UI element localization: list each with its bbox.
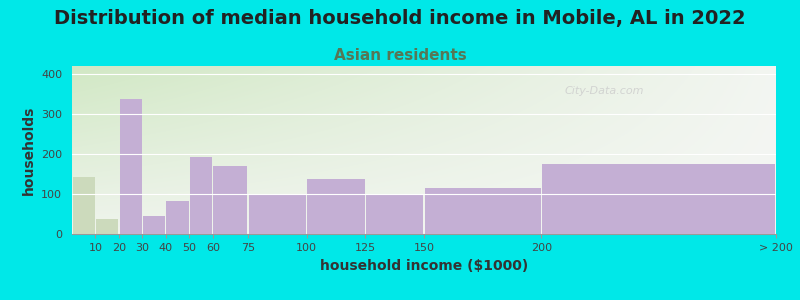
Text: Distribution of median household income in Mobile, AL in 2022: Distribution of median household income … (54, 9, 746, 28)
Bar (166, 201, 189, 234)
Y-axis label: households: households (22, 105, 35, 195)
Bar (96, 219, 118, 234)
X-axis label: household income ($1000): household income ($1000) (320, 259, 528, 273)
Bar (366, 194, 423, 234)
Bar (307, 179, 365, 234)
Bar (249, 194, 306, 234)
Bar (119, 99, 142, 234)
Text: Asian residents: Asian residents (334, 48, 466, 63)
Bar (73, 177, 95, 234)
Bar (214, 166, 247, 234)
Bar (425, 188, 541, 234)
Text: City-Data.com: City-Data.com (565, 86, 644, 96)
Bar (542, 164, 775, 234)
Bar (190, 157, 212, 234)
Bar (143, 216, 166, 234)
